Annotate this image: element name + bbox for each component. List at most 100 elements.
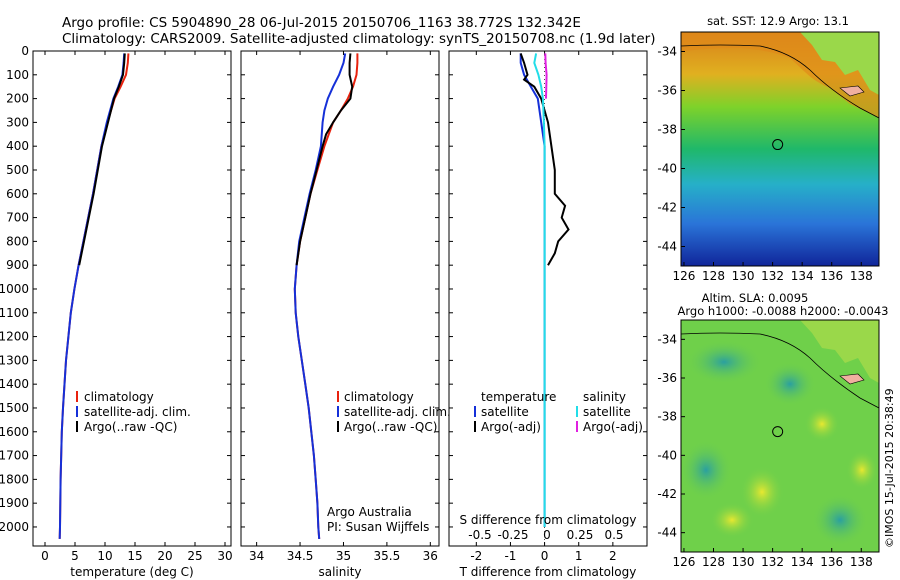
x-tick-label: 36	[423, 549, 438, 563]
depth-tick-label: 1800	[0, 472, 29, 486]
axis-ticks: 0100200300400500600700800900100011001200…	[0, 44, 647, 563]
map-x-tick-label: 138	[850, 269, 873, 283]
depth-tick-label: 800	[6, 234, 29, 248]
map-y-tick-label: -38	[657, 123, 677, 137]
depth-tick-label: 900	[6, 258, 29, 272]
depth-tick-label: 1500	[0, 401, 29, 415]
depth-tick-label: 300	[6, 115, 29, 129]
depth-tick-label: 600	[6, 187, 29, 201]
legend-climatology: climatology	[344, 390, 414, 404]
legend-temp-satellite: satellite	[481, 405, 529, 419]
map-y-tick-label: -38	[657, 410, 677, 424]
map-x-tick-label: 134	[791, 555, 814, 569]
map-x-tick-label: 130	[732, 269, 755, 283]
map-x-tick-label: 136	[820, 555, 843, 569]
map-y-tick-label: -34	[657, 332, 677, 346]
t-difference-axis-label: T difference from climatology	[459, 565, 637, 579]
map-x-tick-label: 126	[673, 269, 696, 283]
x-tick-label: 10	[97, 549, 112, 563]
map-y-tick-label: -42	[657, 201, 677, 215]
salinity-legend: climatology satellite-adj. clim. Argo(..…	[337, 390, 451, 434]
x-tick-label: 25	[187, 549, 202, 563]
map-x-tick-label: 128	[702, 269, 725, 283]
x-tick-label: -1	[504, 549, 516, 563]
legend-satellite-adj: satellite-adj. clim.	[84, 405, 191, 419]
legend-temp-argo: Argo(-adj)	[481, 420, 541, 434]
depth-tick-label: 1200	[0, 330, 29, 344]
depth-tick-label: 400	[6, 139, 29, 153]
depth-tick-label: 1400	[0, 377, 29, 391]
x-tick-label: 34.5	[287, 549, 314, 563]
temperature-axis-label: temperature (deg C)	[70, 565, 193, 579]
profile-lines	[58, 51, 570, 546]
map-x-tick-label: 132	[761, 269, 784, 283]
depth-tick-label: 1100	[0, 306, 29, 320]
map-x-tick-label: 132	[761, 555, 784, 569]
map-axis-ticks: 126 128 130 132 134 136 138 -34 -36 -38 -40 -42 -44 1…	[657, 45, 872, 570]
s-diff-tick-label: 0	[543, 528, 551, 542]
series-line	[78, 53, 126, 266]
depth-tick-label: 200	[6, 92, 29, 106]
legend-argo-raw: Argo(..raw -QC)	[344, 420, 437, 434]
s-diff-tick-label: -0.25	[497, 528, 528, 542]
sst-map-title: sat. SST: 12.9 Argo: 13.1	[707, 14, 849, 28]
depth-tick-label: 700	[6, 211, 29, 225]
map-y-tick-label: -40	[657, 448, 677, 462]
x-tick-label: 0	[41, 549, 49, 563]
depth-tick-label: 1900	[0, 496, 29, 510]
x-tick-label: 34	[249, 549, 264, 563]
salinity-axis-label: salinity	[318, 565, 361, 579]
map-y-tick-label: -44	[657, 240, 677, 254]
sla-map-title: Altim. SLA: 0.0095	[702, 291, 809, 305]
x-tick-label: 35	[336, 549, 351, 563]
legend-climatology: climatology	[84, 390, 154, 404]
header-line1: Argo profile: CS 5904890_28 06-Jul-2015 …	[62, 15, 581, 31]
depth-tick-label: 1700	[0, 449, 29, 463]
credit-org: Argo Australia	[327, 505, 412, 519]
temperature-legend: climatology satellite-adj. clim. Argo(..…	[76, 390, 191, 434]
x-tick-label: 0	[541, 549, 549, 563]
map-y-tick-label: -42	[657, 487, 677, 501]
legend-satellite-adj: satellite-adj. clim.	[344, 405, 451, 419]
series-line	[519, 53, 570, 266]
temperature-axes	[32, 50, 232, 547]
sla-map-frame	[680, 319, 880, 553]
legend-sal-satellite: satellite	[583, 405, 631, 419]
difference-axes	[448, 50, 648, 547]
map-y-tick-label: -44	[657, 526, 677, 540]
map-y-tick-label: -36	[657, 371, 677, 385]
legend-salinity: salinity	[583, 390, 626, 404]
argo-position-marker	[772, 139, 784, 151]
legend-argo-raw: Argo(..raw -QC)	[84, 420, 177, 434]
x-tick-label: 20	[157, 549, 172, 563]
series-line	[295, 53, 354, 266]
x-tick-label: 5	[71, 549, 79, 563]
sla-map-subtitle: Argo h1000: -0.0088 h2000: -0.0043	[678, 304, 889, 318]
x-tick-label: 1	[575, 549, 583, 563]
x-tick-label: 15	[127, 549, 142, 563]
s-diff-tick-label: 0.25	[567, 528, 594, 542]
map-x-tick-label: 126	[673, 555, 696, 569]
depth-tick-label: 2000	[0, 520, 29, 534]
s-diff-tick-label: 0.5	[604, 528, 623, 542]
legend-sal-argo: Argo(-adj)	[583, 420, 643, 434]
salinity-axes	[240, 50, 440, 547]
map-y-tick-label: -40	[657, 162, 677, 176]
s-diff-tick-label: -0.5	[468, 528, 491, 542]
difference-legend: temperature salinity satellite satellite…	[474, 390, 643, 434]
depth-tick-label: 1600	[0, 425, 29, 439]
header-line2: Climatology: CARS2009. Satellite-adjuste…	[62, 31, 655, 47]
depth-tick-label: 1300	[0, 353, 29, 367]
map-x-tick-label: 128	[702, 555, 725, 569]
x-tick-label: -2	[470, 549, 482, 563]
argo-position-marker	[772, 426, 784, 438]
s-difference-axis-label: S difference from climatology	[460, 513, 637, 527]
x-tick-label: 35.5	[374, 549, 401, 563]
series-line	[533, 53, 546, 527]
map-x-tick-label: 136	[820, 269, 843, 283]
x-tick-label: 2	[609, 549, 617, 563]
map-y-tick-label: -36	[657, 84, 677, 98]
sst-map-frame	[680, 31, 880, 267]
map-x-tick-label: 138	[850, 555, 873, 569]
